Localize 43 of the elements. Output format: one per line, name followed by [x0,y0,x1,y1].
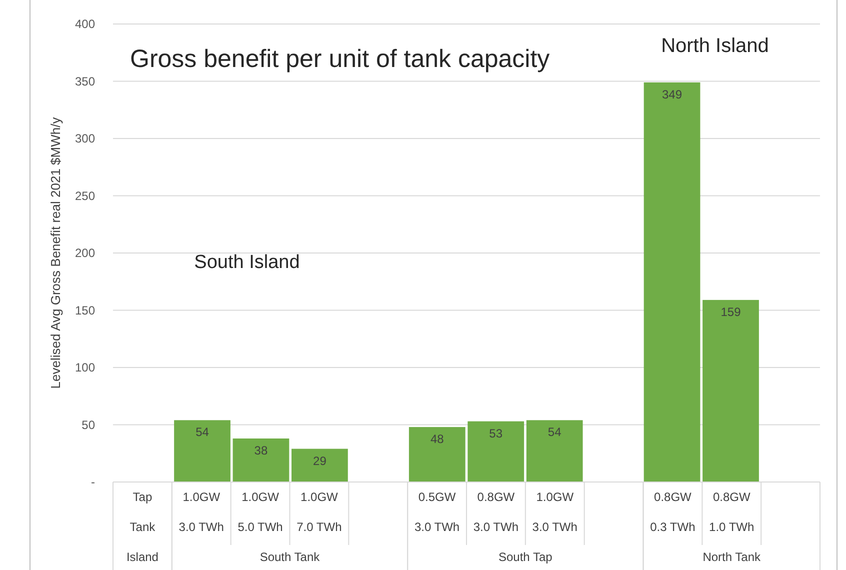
bar [408,427,466,482]
text: Gross benefit per unit of tank capacity [130,45,550,73]
text: North Tank [702,550,762,564]
y-tick-label: 100 [74,360,96,375]
bar [292,448,348,482]
text: South Tank [260,550,321,564]
data-label: 54 [548,425,562,440]
bar [232,438,290,482]
category-label: 0.8GW 0.3 TWh [650,490,696,534]
data-label: 159 [720,304,742,319]
category-label: 1.0GW 7.0 TWh [296,490,342,534]
y-tick-label: 300 [74,132,96,146]
data-label: 38 [254,443,268,458]
data-label: 29 [313,454,327,468]
data-label: 349 [662,87,682,102]
bar [468,421,524,482]
annotation: North Island [661,35,769,57]
category-label: 0.8GW 1.0 TWh [709,490,754,534]
text: South Tap [498,550,553,564]
text: Island [126,550,158,564]
text: Tank [130,520,156,534]
data-label: 53 [489,426,503,440]
bar [526,420,583,482]
y-tick-label: - [91,475,95,490]
data-label: 48 [430,432,444,446]
y-tick-label: 200 [74,246,96,260]
category-label: 1.0GW 3.0 TWh [178,490,224,534]
y-tick-label: 250 [74,188,96,203]
text: Tap [132,490,152,504]
annotation: South Island [194,252,300,273]
y-tick-label: 400 [74,17,96,32]
category-label: 1.0GW 3.0 TWh [532,490,578,534]
bar [702,300,759,482]
category-label: 0.8GW 3.0 TWh [473,490,519,534]
category-label: 0.5GW 3.0 TWh [414,490,460,534]
y-tick-label: 50 [82,418,96,432]
y-axis-title: Levelised Avg Gross Benefit real 2021 $MWh/y [48,116,63,389]
data-label: 54 [196,425,210,440]
category-label: 1.0GW 5.0 TWh [238,490,283,534]
y-tick-label: 350 [74,74,96,88]
bar [644,82,700,482]
y-tick-label: 150 [74,303,96,318]
bar [174,420,230,482]
